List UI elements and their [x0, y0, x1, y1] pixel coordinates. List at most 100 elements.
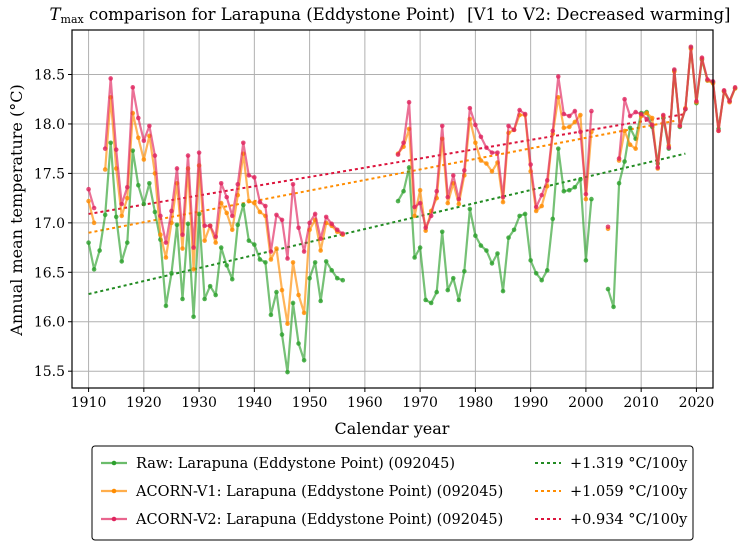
- data-point: [423, 297, 428, 303]
- x-tick-label: 1910: [71, 395, 107, 411]
- data-point: [229, 227, 235, 233]
- legend-point-marker: [111, 516, 117, 522]
- series-line: [618, 45, 737, 169]
- data-point: [235, 222, 241, 228]
- data-point: [473, 233, 478, 239]
- data-point: [246, 238, 252, 243]
- data-point: [241, 140, 246, 146]
- data-point: [423, 225, 428, 231]
- data-point: [622, 96, 627, 102]
- data-point: [478, 158, 484, 163]
- data-point: [224, 210, 230, 216]
- data-point: [467, 105, 473, 111]
- data-point: [202, 223, 207, 229]
- data-point: [489, 169, 495, 174]
- data-point: [688, 44, 694, 50]
- series-line: [87, 188, 96, 209]
- x-tick-label: 2000: [568, 395, 604, 411]
- data-point: [406, 99, 412, 105]
- data-point: [555, 146, 561, 151]
- data-point: [119, 213, 125, 219]
- data-point: [191, 267, 196, 272]
- data-point: [544, 178, 550, 183]
- series-group: [86, 44, 738, 375]
- data-point: [296, 225, 301, 231]
- data-point: [124, 184, 130, 190]
- y-tick-label: 17.0: [34, 216, 65, 232]
- data-point: [616, 156, 622, 161]
- legend-point-marker: [111, 460, 117, 466]
- plot-frame: [71, 29, 714, 389]
- data-point: [307, 220, 312, 226]
- data-point: [86, 240, 91, 245]
- legend-trend-label: +1.319 °C/100y: [570, 456, 688, 472]
- data-point: [578, 112, 583, 118]
- data-point: [732, 85, 738, 90]
- data-point: [263, 260, 268, 265]
- data-point: [235, 181, 241, 187]
- data-point: [213, 292, 218, 298]
- data-point: [108, 140, 113, 146]
- data-point: [323, 214, 329, 220]
- y-tick-label: 18.0: [34, 117, 65, 133]
- data-point: [555, 74, 561, 79]
- series-line: [606, 46, 737, 308]
- data-point: [290, 260, 296, 265]
- data-point: [583, 191, 589, 197]
- data-point: [252, 175, 257, 180]
- data-point: [605, 286, 611, 292]
- data-point: [130, 148, 136, 153]
- data-point: [323, 259, 329, 264]
- data-point: [252, 200, 257, 206]
- y-axis-label: Annual mean temperature (°C): [7, 84, 26, 336]
- trend-lines: [88, 113, 686, 296]
- data-point: [180, 232, 185, 238]
- data-point: [495, 150, 500, 155]
- data-point: [141, 201, 147, 207]
- data-point: [622, 159, 627, 164]
- data-point: [655, 165, 661, 170]
- data-point: [274, 246, 279, 251]
- data-point: [163, 240, 169, 245]
- data-point: [439, 123, 445, 129]
- data-point: [158, 232, 163, 238]
- data-point: [462, 168, 467, 173]
- data-point: [274, 212, 279, 218]
- data-point: [279, 217, 285, 223]
- data-point: [572, 108, 578, 114]
- data-point: [721, 88, 727, 93]
- data-point: [528, 258, 533, 263]
- legend-point-marker: [111, 488, 117, 494]
- data-point: [467, 206, 473, 212]
- data-point: [649, 115, 655, 121]
- legend-label: ACORN-V2: Larapuna (Eddystone Point) (09…: [135, 512, 503, 528]
- data-point: [91, 205, 97, 211]
- data-point: [285, 321, 290, 327]
- data-point: [285, 369, 290, 375]
- data-point: [152, 153, 158, 158]
- data-point: [539, 203, 544, 209]
- data-point: [158, 213, 163, 219]
- data-point: [124, 195, 130, 201]
- data-point: [152, 209, 158, 215]
- data-point: [484, 248, 489, 253]
- data-point: [439, 229, 445, 235]
- data-point: [246, 173, 252, 178]
- data-point: [412, 204, 417, 210]
- data-point: [395, 152, 401, 157]
- data-point: [500, 194, 506, 200]
- data-point: [434, 289, 440, 295]
- data-point: [202, 296, 207, 302]
- data-point: [550, 128, 556, 134]
- data-point: [683, 106, 688, 112]
- data-point: [296, 341, 301, 346]
- data-point: [589, 196, 594, 202]
- data-point: [290, 300, 296, 306]
- data-point: [428, 213, 434, 219]
- data-point: [169, 208, 174, 214]
- data-point: [119, 259, 125, 264]
- data-point: [716, 128, 721, 134]
- series-line: [397, 75, 593, 229]
- data-point: [340, 277, 346, 283]
- data-point: [102, 212, 108, 218]
